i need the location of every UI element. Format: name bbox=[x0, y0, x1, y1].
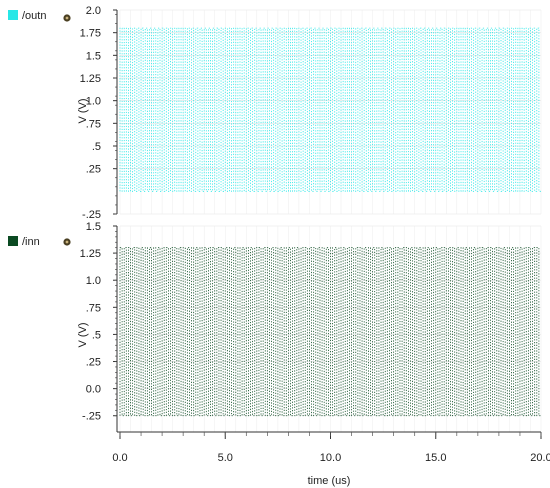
panel-outn: /outn -.25 .25 .5 .75 1.0 1.25 1.5 1.75 2.0 V (V… bbox=[8, 5, 542, 221]
y-tick-label: 1.0 bbox=[86, 96, 101, 108]
y-tick-label: .25 bbox=[86, 357, 101, 369]
y-tick-label: -.25 bbox=[82, 209, 101, 221]
series-line-outn bbox=[119, 27, 541, 192]
y-tick-label: 1.5 bbox=[86, 50, 101, 62]
x-axis-label: time (us) bbox=[308, 475, 351, 487]
y-ticks-inn: -.25 0.0 .25 .5 .75 1.0 1.25 1.5 bbox=[80, 221, 117, 423]
ylabel-inn: V (V) bbox=[77, 322, 89, 347]
y-ticks-outn: -.25 .25 .5 .75 1.0 1.25 1.5 1.75 2.0 bbox=[80, 5, 117, 221]
legend-label-outn: /outn bbox=[22, 10, 46, 22]
y-tick-label: .75 bbox=[86, 118, 101, 130]
y-tick-label: 1.25 bbox=[80, 248, 101, 260]
y-tick-label: 1.25 bbox=[80, 73, 101, 85]
y-tick-label: .75 bbox=[86, 302, 101, 314]
panel-inn: /inn -.25 0.0 .25 .5 .75 1.0 1.25 1.5 V (V) bbox=[8, 221, 542, 432]
x-tick-label: 0.0 bbox=[112, 452, 127, 464]
x-axis: 0.0 5.0 10.0 15.0 20.0 bbox=[112, 431, 550, 464]
y-tick-label: .5 bbox=[92, 329, 101, 341]
legend-swatch-inn[interactable] bbox=[8, 236, 18, 246]
ylabel-outn: V (V) bbox=[77, 98, 89, 123]
eye-icon[interactable] bbox=[63, 238, 71, 246]
y-tick-label: 1.5 bbox=[86, 221, 101, 233]
waveform-inn bbox=[119, 247, 541, 417]
x-tick-label: 20.0 bbox=[530, 452, 550, 464]
eye-icon[interactable] bbox=[63, 14, 71, 22]
y-tick-label: 1.0 bbox=[86, 275, 101, 287]
legend-label-inn: /inn bbox=[22, 236, 40, 248]
series-line-inn bbox=[119, 247, 541, 417]
y-tick-label: -.25 bbox=[82, 411, 101, 423]
y-tick-label: .25 bbox=[86, 164, 101, 176]
waveform-outn bbox=[119, 27, 541, 192]
x-tick-label: 15.0 bbox=[425, 452, 446, 464]
y-tick-label: 1.75 bbox=[80, 28, 101, 40]
y-tick-label: 0.0 bbox=[86, 384, 101, 396]
y-tick-label: 2.0 bbox=[86, 5, 101, 17]
x-tick-label: 10.0 bbox=[320, 452, 341, 464]
y-tick-label: .5 bbox=[92, 141, 101, 153]
x-tick-label: 5.0 bbox=[218, 452, 233, 464]
legend-swatch-outn[interactable] bbox=[8, 10, 18, 20]
